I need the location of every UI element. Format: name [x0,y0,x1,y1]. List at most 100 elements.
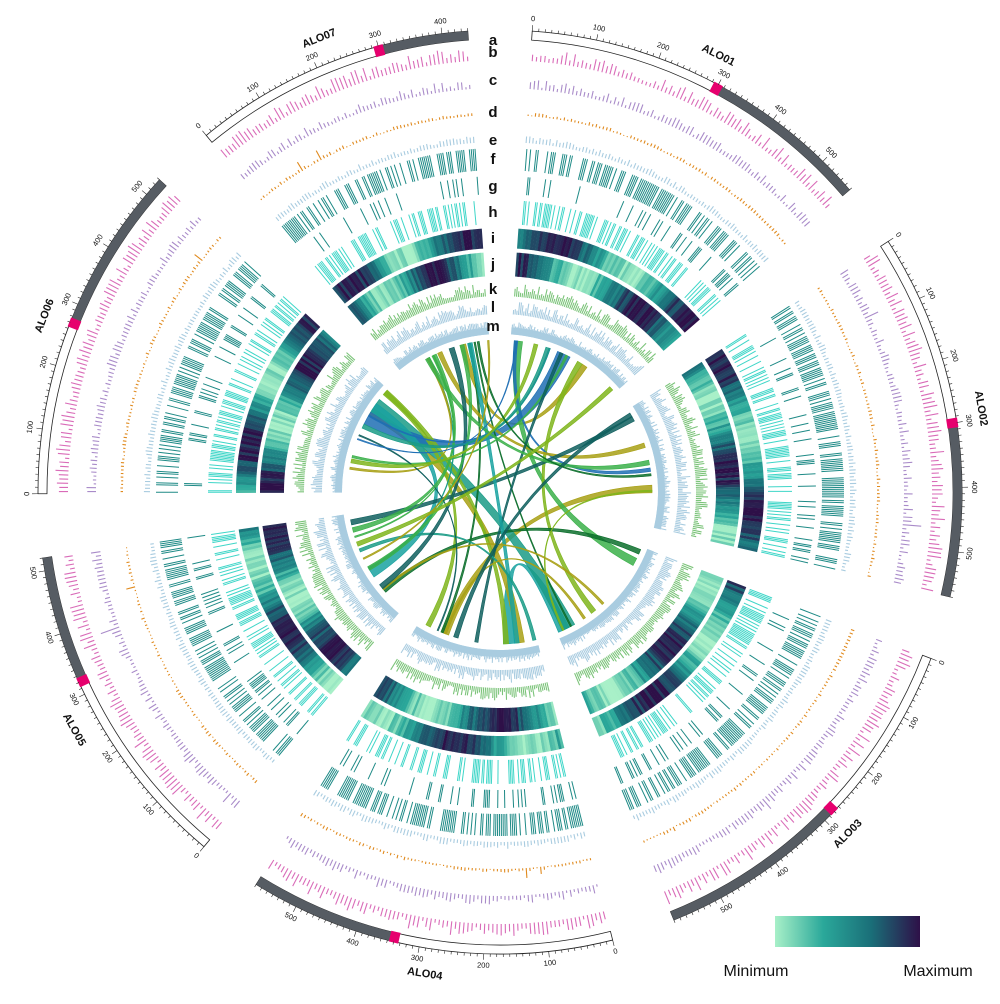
tick-mark [827,163,830,167]
heatmap-cell [301,315,319,331]
heatmap-cell [435,235,443,256]
tick-mark [795,846,799,850]
tick-mark [288,903,291,907]
tick-mark [577,33,579,37]
track-f-tiles [320,766,584,837]
heatmap-cell [306,619,328,637]
heatmap-cell [241,541,262,549]
heatmap-cell [451,703,459,728]
heatmap-cell [468,253,474,278]
heatmap-cell [717,372,737,385]
tick-mark [909,705,913,708]
heatmap-cell [327,642,347,661]
track-k-histogram [574,562,694,686]
heatmap-cell [244,421,265,430]
tick-mark [944,364,948,366]
heatmap-cell [263,372,283,385]
tick-mark [271,894,274,898]
heatmap-cell [644,313,663,333]
heatmap-cell [473,229,479,250]
tick-mark [65,326,69,329]
heatmap-cell [694,388,718,401]
track-g-tiles [614,612,790,784]
tick-mark [788,128,791,132]
heatmap-cell [544,731,551,752]
heatmap-cell [247,410,268,420]
heatmap-cell [275,568,299,580]
heatmap-cell [643,278,658,297]
heatmap-cell [441,258,450,283]
tick-mark [262,91,266,95]
heatmap-cell [611,675,627,698]
heatmap-cell [552,234,560,255]
tick-mark [901,261,905,264]
heatmap-cell [603,252,615,273]
centromere-marker [373,44,386,58]
tick-mark [199,846,205,852]
heatmap-cell [298,608,320,625]
ideogram-outline [531,30,851,197]
tick-mark [109,239,113,242]
heatmap-cell [308,345,330,362]
heatmap-cell [247,563,268,573]
track-e-histogram [313,789,586,849]
heatmap-cell [303,616,325,633]
heatmap-cell [252,576,272,586]
tick-mark [86,279,90,282]
tick-mark [353,930,357,937]
heatmap-cell [296,606,319,622]
track-k-histogram [370,284,486,341]
heatmap-cell [642,311,661,332]
heatmap-cell [260,485,285,489]
heatmap-cell [273,617,293,631]
tick-mark [141,190,147,195]
heatmap-cell [657,327,677,346]
tick-mark [370,45,373,49]
heatmap-cell [692,588,715,602]
ideogram-dark-arm [378,31,469,56]
heatmap-cell [254,392,274,403]
heatmap-cell [267,365,287,378]
track-d-line [300,812,592,878]
heatmap-cell [727,395,747,406]
heatmap-cell [248,408,269,418]
heatmap-cell [265,367,285,380]
heatmap-cell [322,637,342,656]
heatmap-cell [242,544,263,552]
heatmap-cell [712,530,737,537]
heatmap-cell [454,704,462,729]
heatmap-cell [702,408,727,420]
tick-mark [139,197,143,200]
heatmap-cell [445,257,454,282]
heatmap-cell [376,285,391,307]
heatmap-cell [454,231,461,252]
heatmap-cell [687,372,710,387]
tick-mark [83,285,87,287]
heatmap-cell [333,647,352,667]
tick-mark [312,914,314,918]
heatmap-cell [585,271,598,295]
tick-mark [808,145,811,149]
heatmap-cell [617,260,630,280]
heatmap-cell [585,689,598,713]
heatmap-cell [501,707,505,732]
heatmap-cell [564,262,574,287]
tick-mark [157,177,160,180]
tick-mark [121,760,125,764]
heatmap-cell [539,703,547,728]
heatmap-cell [345,276,360,295]
heatmap-cell [476,735,482,756]
heatmap-cell [668,666,685,684]
heatmap-cell [548,258,557,283]
heatmap-cell [324,674,340,692]
heatmap-cell [743,497,764,501]
heatmap-cell [601,280,616,303]
tick-label: 400 [434,16,448,27]
tick-mark [734,91,738,95]
track-c-histogram [840,269,922,584]
heatmap-cell [248,566,269,576]
heatmap-cell [712,449,737,457]
heatmap-cell [577,241,587,262]
heatmap-cell [309,623,331,641]
